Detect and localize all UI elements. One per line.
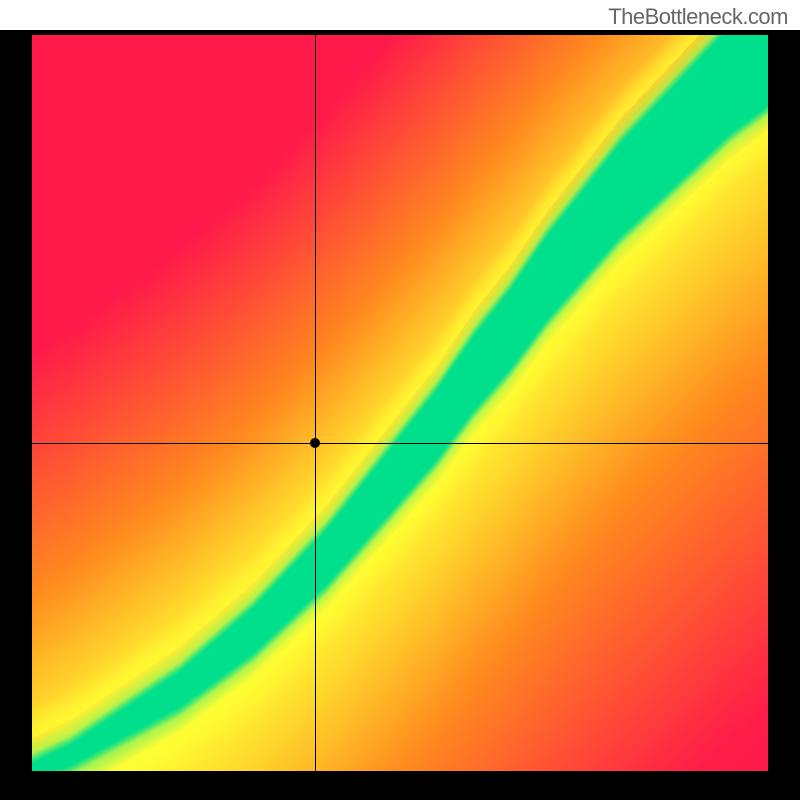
chart-frame: [0, 30, 800, 800]
crosshair-vertical: [315, 35, 316, 771]
heatmap-plot: [32, 35, 768, 771]
chart-container: TheBottleneck.com: [0, 0, 800, 800]
crosshair-horizontal: [32, 443, 768, 444]
watermark-text: TheBottleneck.com: [608, 4, 788, 30]
crosshair-marker: [310, 438, 320, 448]
heatmap-canvas: [32, 35, 768, 771]
